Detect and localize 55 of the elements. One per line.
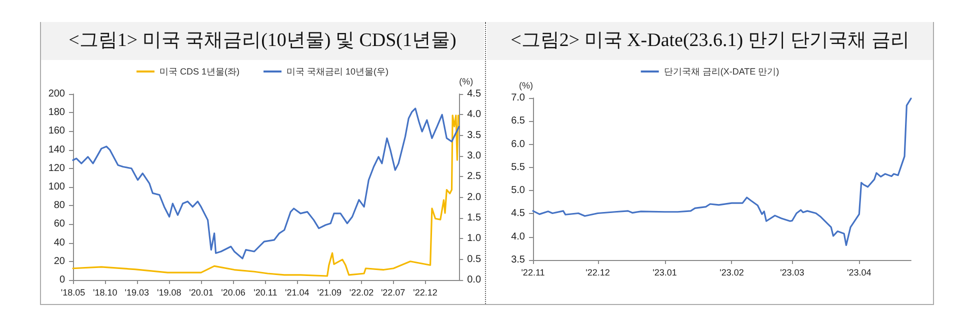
y-tick-label: 180 <box>48 107 66 118</box>
y2-tick-label: 1.0 <box>467 233 482 244</box>
y2-tick-label: 0.5 <box>467 254 482 265</box>
chart-title: <그림1> 미국 국채금리(10년물) 및 CDS(1년물) <box>41 22 484 60</box>
x-tick-label: '22.12 <box>413 288 438 298</box>
x-tick-label: '20.06 <box>221 288 246 298</box>
y-tick-label: 5.0 <box>511 185 526 196</box>
x-tick-label: '20.11 <box>254 288 278 298</box>
x-tick-label: '19.03 <box>124 288 150 298</box>
y2-tick-label: 3.0 <box>467 150 482 162</box>
y-tick-label: 140 <box>48 144 66 156</box>
chart-title: <그림2> 미국 X-Date(23.6.1) 만기 단기국채 금리 <box>487 22 933 60</box>
legend-label: 미국 국채금리 10년물(우) <box>286 66 389 76</box>
y-tick-label: 6.0 <box>511 138 526 150</box>
x-tick-label: '21.09 <box>317 288 342 298</box>
y-tick-label: 80 <box>54 200 66 212</box>
y2-tick-label: 1.5 <box>467 212 482 224</box>
y-tick-label: 20 <box>54 256 66 267</box>
y2-tick-label: 4.0 <box>467 109 482 120</box>
y-tick-label: 200 <box>48 88 66 100</box>
y-tick-label: 5.5 <box>511 162 526 173</box>
x-tick-label: '22.11 <box>521 268 545 278</box>
x-tick-label: '23.03 <box>780 268 804 278</box>
x-tick-label: '23.02 <box>720 268 744 278</box>
x-tick-label: '22.12 <box>586 268 610 278</box>
y2-tick-label: 4.5 <box>467 88 482 100</box>
y-tick-label: 7.0 <box>511 92 526 104</box>
y-axis-title: (%) <box>519 80 533 90</box>
y-tick-label: 40 <box>54 237 66 248</box>
x-tick-label: '23.01 <box>652 268 677 278</box>
y2-axis-title: (%) <box>459 76 474 86</box>
y-tick-label: 4.5 <box>511 208 526 220</box>
y-tick-label: 4.0 <box>511 231 526 242</box>
x-tick-label: '19.08 <box>156 288 182 298</box>
y2-tick-label: 2.0 <box>467 192 482 203</box>
y2-tick-label: 2.5 <box>467 171 482 182</box>
y2-tick-label: 3.5 <box>467 130 482 141</box>
y-tick-label: 160 <box>48 126 66 137</box>
line-series <box>532 98 912 246</box>
x-tick-label: '22.02 <box>349 288 374 298</box>
x-tick-label: '22.07 <box>380 288 406 298</box>
legend-label: 단기국채 금리(X-DATE 만기) <box>664 66 780 76</box>
legend-label: 미국 CDS 1년물(좌) <box>159 66 240 76</box>
y2-tick-label: 0.0 <box>467 274 482 286</box>
x-tick-label: '20.01 <box>189 288 214 298</box>
y-tick-label: 0 <box>59 274 66 286</box>
y-tick-label: 6.5 <box>511 116 526 127</box>
y-tick-label: 120 <box>48 162 66 174</box>
y-tick-label: 60 <box>54 218 66 230</box>
x-tick-label: '21.04 <box>285 288 310 298</box>
y-tick-label: 3.5 <box>511 254 526 266</box>
x-tick-label: '18.05 <box>60 288 86 298</box>
x-tick-label: '23.04 <box>847 268 872 278</box>
y-tick-label: 100 <box>48 182 66 192</box>
x-tick-label: '18.10 <box>93 288 118 298</box>
